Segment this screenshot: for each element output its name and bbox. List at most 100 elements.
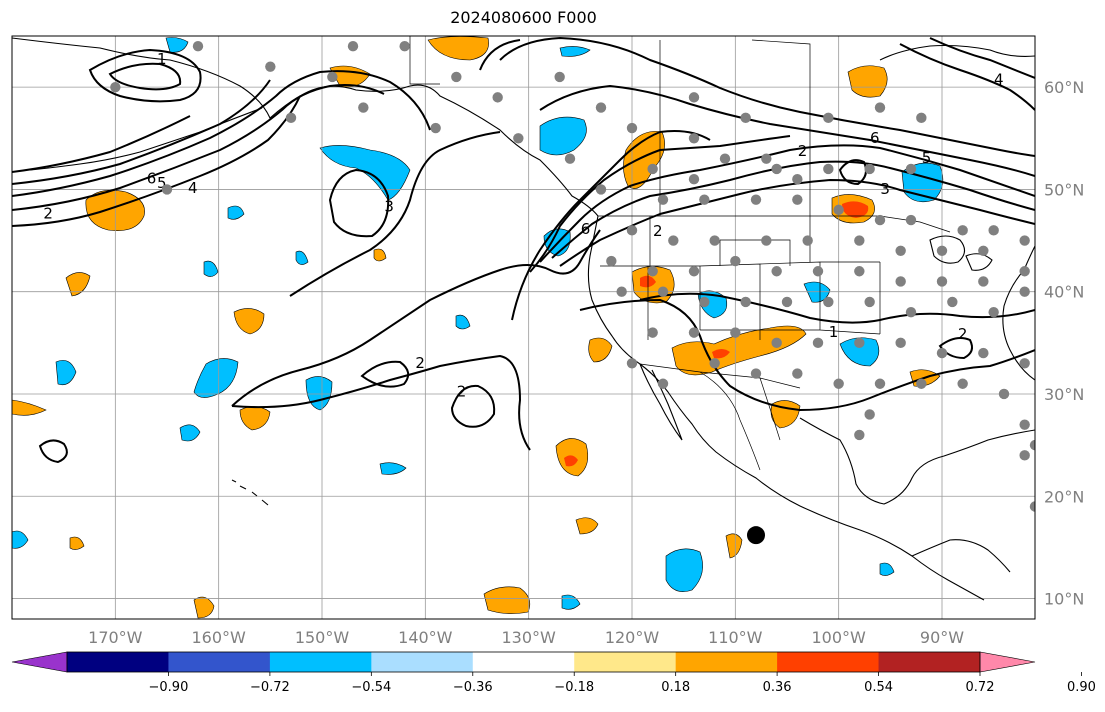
longitude-tick-label: 110°W (708, 628, 763, 647)
station-dot (657, 286, 669, 297)
station-dot (895, 337, 906, 349)
station-dot (513, 133, 524, 144)
latitude-axis: 60°N 50°N 40°N 30°N 20°N 10°N (1044, 78, 1084, 608)
station-dot (492, 92, 503, 103)
negative-anomaly-area (539, 116, 587, 156)
station-dot (874, 214, 886, 226)
hawaiian-islands (231, 479, 269, 506)
station-dot (905, 163, 917, 175)
station-dot (895, 245, 906, 256)
contour-line (639, 292, 1035, 324)
canada-province-borders (409, 36, 811, 216)
station-dot (595, 102, 607, 113)
station-dot (854, 337, 865, 349)
contour-line (12, 70, 431, 197)
positive-anomaly-area (193, 596, 215, 619)
station-dot (668, 235, 679, 246)
colorbar-segment (371, 652, 474, 672)
station-dot (812, 266, 824, 277)
contour-line (899, 43, 1035, 111)
station-dot (864, 296, 875, 308)
station-dot (647, 163, 658, 175)
colorbar-extend-high (979, 651, 1036, 673)
positive-anomaly-area (373, 248, 387, 262)
station-dot (1019, 286, 1030, 297)
colorbar-outline (66, 651, 981, 673)
station-dot (771, 163, 782, 175)
contour-value-label: 6 (870, 129, 880, 147)
station-dot (947, 296, 958, 308)
station-dot (626, 358, 638, 369)
station-dot (823, 296, 834, 308)
longitude-tick-label: 130°W (501, 628, 556, 647)
positive-anomaly-area (483, 586, 531, 614)
negative-anomaly-area (12, 530, 29, 549)
station-dot (1029, 439, 1035, 451)
station-dot (688, 173, 700, 185)
contour-value-label: 2 (43, 204, 53, 222)
station-dot (616, 286, 627, 297)
station-dot (750, 194, 762, 205)
negative-anomaly-area (165, 37, 189, 53)
hudson-bay-coast (879, 44, 1035, 61)
station-dot (936, 245, 948, 256)
colorbar-extend-low (11, 651, 68, 673)
longitude-tick-label: 100°W (811, 628, 866, 647)
station-dot (792, 173, 803, 185)
latitude-tick-label: 50°N (1044, 180, 1084, 199)
station-dot (957, 378, 968, 389)
station-dot (719, 153, 731, 164)
latitude-tick-label: 20°N (1044, 487, 1084, 506)
station-dot (978, 347, 989, 359)
station-dot (626, 122, 638, 134)
negative-anomaly-area (179, 424, 201, 442)
station-dot (730, 255, 741, 267)
longitude-axis: 170°W 160°W 150°W 140°W 130°W 120°W 110°W 100°W… (88, 628, 964, 647)
station-dot (1019, 266, 1030, 277)
station-dot (781, 296, 793, 308)
station-dot (595, 184, 607, 195)
station-dot (761, 235, 772, 246)
negative-anomaly-area (879, 562, 895, 576)
station-dot (1029, 501, 1035, 512)
contour-line (360, 360, 410, 388)
station-dot (430, 122, 441, 134)
colorbar-segment (67, 652, 169, 672)
colorbar-tick-label: 0.90 (1067, 680, 1096, 695)
strong-positive-anomaly-area (564, 455, 578, 467)
contour-line (529, 135, 791, 273)
contour-line (38, 439, 68, 464)
station-dot (905, 214, 917, 226)
page-title: 2024080600 F000 (450, 8, 597, 27)
station-dot (812, 337, 824, 349)
station-dot (1019, 358, 1030, 369)
coastline-west-north-america (587, 215, 985, 601)
latitude-tick-label: 40°N (1044, 283, 1084, 302)
station-dot (647, 266, 658, 277)
station-dot (916, 378, 927, 389)
contour-value-label: 4 (188, 179, 198, 197)
contour-value-label: 2 (798, 142, 808, 160)
station-dot (709, 235, 720, 246)
longitude-tick-label: 150°W (295, 628, 350, 647)
negative-anomaly-area (203, 260, 219, 277)
contour-line (328, 168, 390, 238)
station-dot (823, 163, 834, 175)
longitude-tick-label: 120°W (605, 628, 660, 647)
longitude-tick-label: 160°W (191, 628, 246, 647)
station-dot (864, 409, 875, 420)
station-dot (161, 184, 173, 195)
contour-line (579, 298, 1035, 412)
station-dot (285, 112, 297, 124)
station-dot (792, 194, 803, 205)
station-dot (626, 225, 638, 236)
contour-line (231, 354, 531, 451)
colorbar-segment (574, 652, 677, 672)
station-dot (864, 163, 875, 175)
latitude-tick-label: 10°N (1044, 590, 1084, 609)
longitude-tick-label: 140°W (398, 628, 453, 647)
shaded-anomaly-layer (12, 36, 944, 619)
contour-line (231, 229, 601, 407)
